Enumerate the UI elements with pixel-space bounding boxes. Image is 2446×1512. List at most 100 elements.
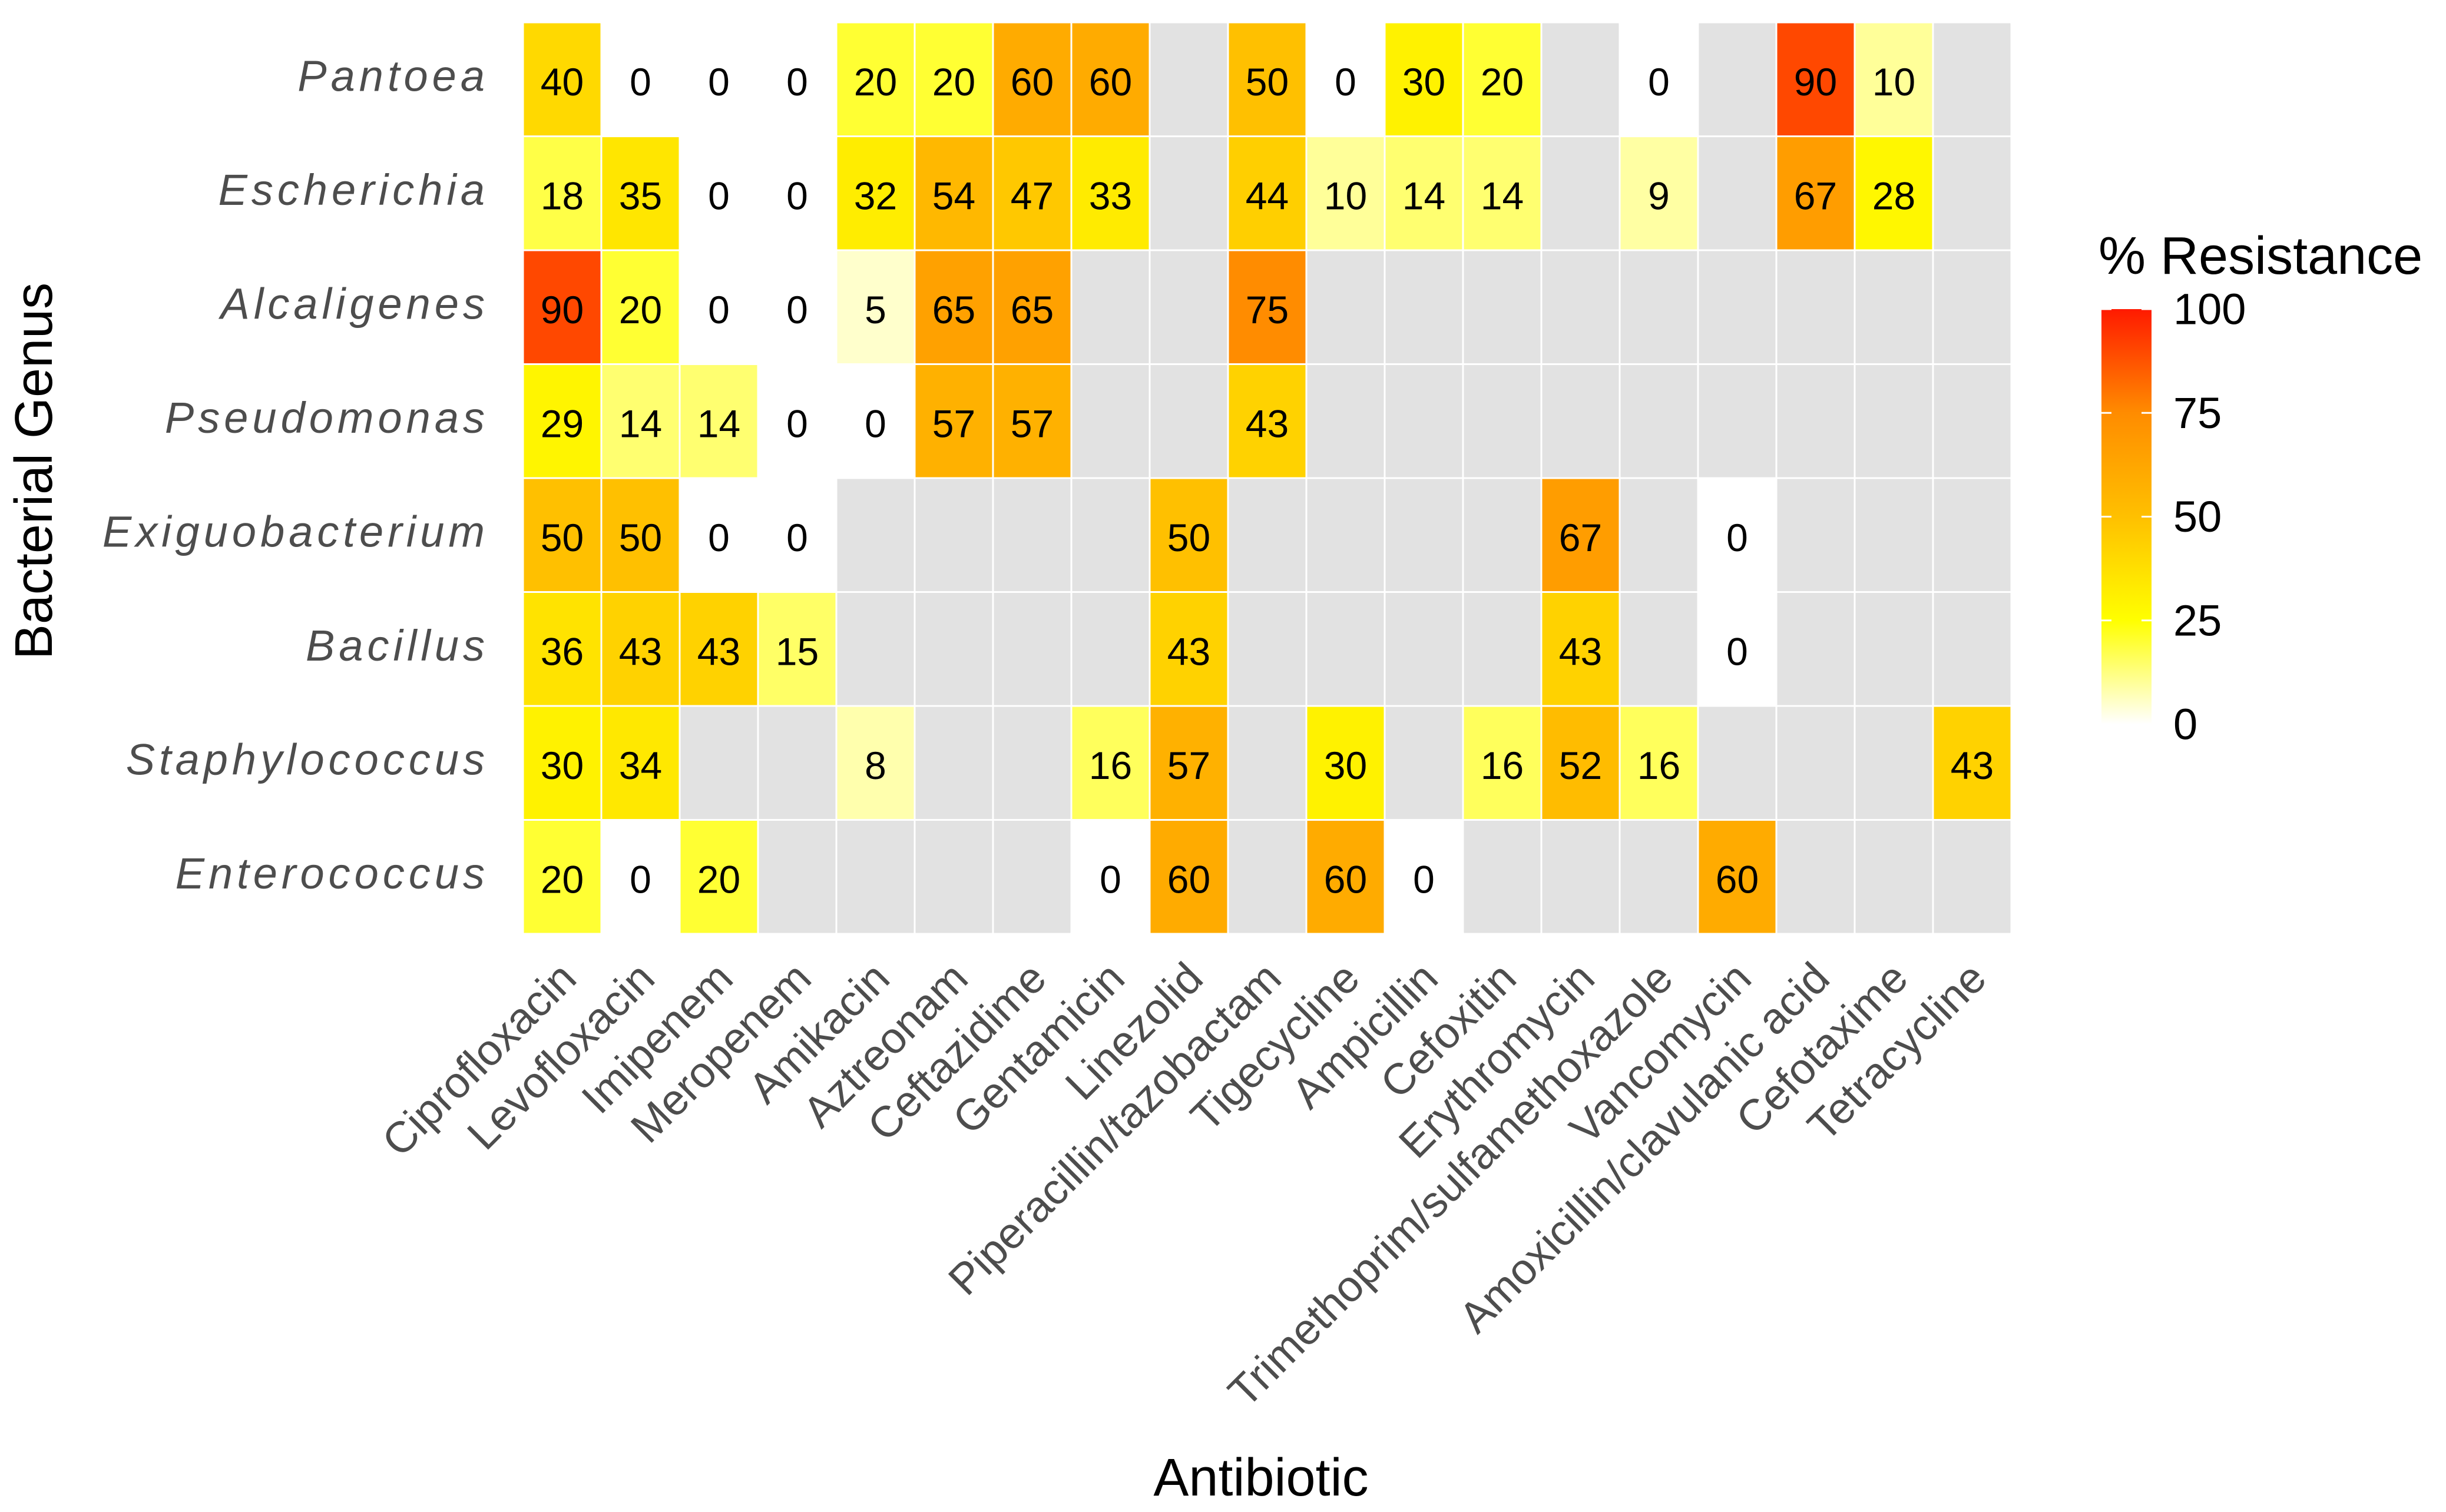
heatmap-cell — [1383, 477, 1464, 593]
cell-value-label: 67 — [1794, 174, 1837, 217]
cell-value-label: 0 — [708, 60, 730, 104]
cell-value-label: 65 — [1011, 288, 1054, 331]
heatmap-cell — [1070, 363, 1151, 479]
heatmap-cell — [1462, 705, 1543, 821]
y-tick-label: Staphylococcus — [126, 735, 489, 784]
heatmap-cell — [1383, 591, 1464, 707]
cell-value-label: 36 — [541, 629, 584, 673]
heatmap-cell — [1775, 363, 1856, 479]
heatmap-cell — [1148, 477, 1229, 593]
heatmap-cell — [835, 819, 916, 935]
cell-value-label: 10 — [1324, 174, 1367, 217]
cell-value-label: 0 — [786, 174, 808, 217]
cell-value-label: 28 — [1872, 174, 1915, 217]
cell-value-label: 20 — [697, 857, 740, 901]
cell-value-label: 43 — [619, 629, 662, 673]
heatmap-cell — [757, 363, 838, 479]
heatmap-cell — [1227, 705, 1308, 821]
heatmap-cell — [913, 21, 994, 137]
legend-tick-label: 0 — [2173, 700, 2197, 749]
heatmap-cell — [1070, 591, 1151, 707]
heatmap-cell — [1775, 819, 1856, 935]
heatmap-cell — [1540, 591, 1621, 707]
heatmap-cell — [1775, 249, 1856, 365]
cell-value-label: 0 — [1648, 60, 1670, 104]
cell-value-label: 0 — [1335, 60, 1356, 104]
heatmap-cell — [600, 591, 681, 707]
heatmap-cell — [1618, 135, 1699, 251]
heatmap-cell — [757, 819, 838, 935]
y-tick-label: Bacillus — [306, 621, 489, 670]
heatmap-cell — [1462, 819, 1543, 935]
heatmap-cells — [522, 21, 2013, 935]
cell-value-label: 5 — [865, 288, 886, 331]
cell-value-label: 30 — [1324, 744, 1367, 787]
heatmap-cell — [600, 135, 681, 251]
heatmap-cell — [1383, 705, 1464, 821]
heatmap-cell — [1540, 819, 1621, 935]
heatmap-cell — [1540, 363, 1621, 479]
heatmap-cell — [1932, 819, 2013, 935]
heatmap-cell — [1070, 135, 1151, 251]
cell-value-label: 15 — [776, 629, 819, 673]
cell-value-label: 0 — [630, 60, 651, 104]
heatmap-cell — [1305, 591, 1386, 707]
heatmap-cell — [1853, 363, 1934, 479]
heatmap-cell — [600, 819, 681, 935]
cell-value-label: 60 — [1011, 60, 1054, 104]
legend-tick-label: 100 — [2173, 285, 2246, 334]
cell-value-label: 0 — [1100, 857, 1121, 901]
cell-value-label: 34 — [619, 744, 662, 787]
heatmap-cell — [1383, 249, 1464, 365]
cell-value-label: 0 — [630, 857, 651, 901]
heatmap-cell — [1070, 21, 1151, 137]
heatmap-cell — [1462, 591, 1543, 707]
heatmap-cell — [678, 819, 759, 935]
cell-value-label: 0 — [786, 516, 808, 559]
heatmap-cell — [1853, 249, 1934, 365]
heatmap-cell — [600, 363, 681, 479]
heatmap-cell — [1540, 249, 1621, 365]
heatmap-cell — [1383, 819, 1464, 935]
heatmap-cell — [835, 591, 916, 707]
cell-value-label: 0 — [1413, 857, 1435, 901]
cell-value-label: 0 — [786, 288, 808, 331]
cell-value-label: 33 — [1089, 174, 1132, 217]
heatmap-cell — [992, 591, 1073, 707]
heatmap-cell — [1932, 363, 2013, 479]
heatmap-cell — [757, 477, 838, 593]
y-tick-label: Escherichia — [218, 165, 489, 214]
heatmap-cell — [1462, 477, 1543, 593]
cell-value-label: 60 — [1167, 857, 1210, 901]
heatmap-cell — [600, 21, 681, 137]
heatmap-cell — [678, 135, 759, 251]
cell-value-label: 65 — [932, 288, 975, 331]
heatmap-cell — [992, 819, 1073, 935]
cell-value-label: 0 — [786, 402, 808, 445]
heatmap-cell — [1148, 21, 1229, 137]
cell-value-label: 43 — [697, 629, 740, 673]
heatmap-cell — [1618, 705, 1699, 821]
heatmap-cell — [1932, 135, 2013, 251]
heatmap-cell — [678, 705, 759, 821]
cell-value-label: 0 — [708, 288, 730, 331]
heatmap-cell — [1618, 591, 1699, 707]
heatmap-cell — [522, 705, 603, 821]
cell-value-label: 43 — [1246, 402, 1289, 445]
heatmap-cell — [1305, 21, 1386, 137]
y-tick-label: Alcaligenes — [219, 279, 489, 328]
heatmap-cell — [1305, 705, 1386, 821]
legend-title: % Resistance — [2099, 227, 2422, 286]
heatmap-cell — [1618, 819, 1699, 935]
heatmap-cell — [1853, 819, 1934, 935]
cell-value-label: 20 — [541, 857, 584, 901]
cell-value-label: 67 — [1559, 516, 1602, 559]
cell-value-label: 57 — [932, 402, 975, 445]
cell-value-label: 16 — [1481, 744, 1524, 787]
y-axis-tick-labels: Pantoea Escherichia Alcaligenes Pseudomonas… — [102, 51, 489, 898]
cell-value-label: 0 — [1726, 516, 1748, 559]
heatmap-cell — [1462, 21, 1543, 137]
heatmap-cell — [913, 819, 994, 935]
heatmap-cell — [1305, 135, 1386, 251]
